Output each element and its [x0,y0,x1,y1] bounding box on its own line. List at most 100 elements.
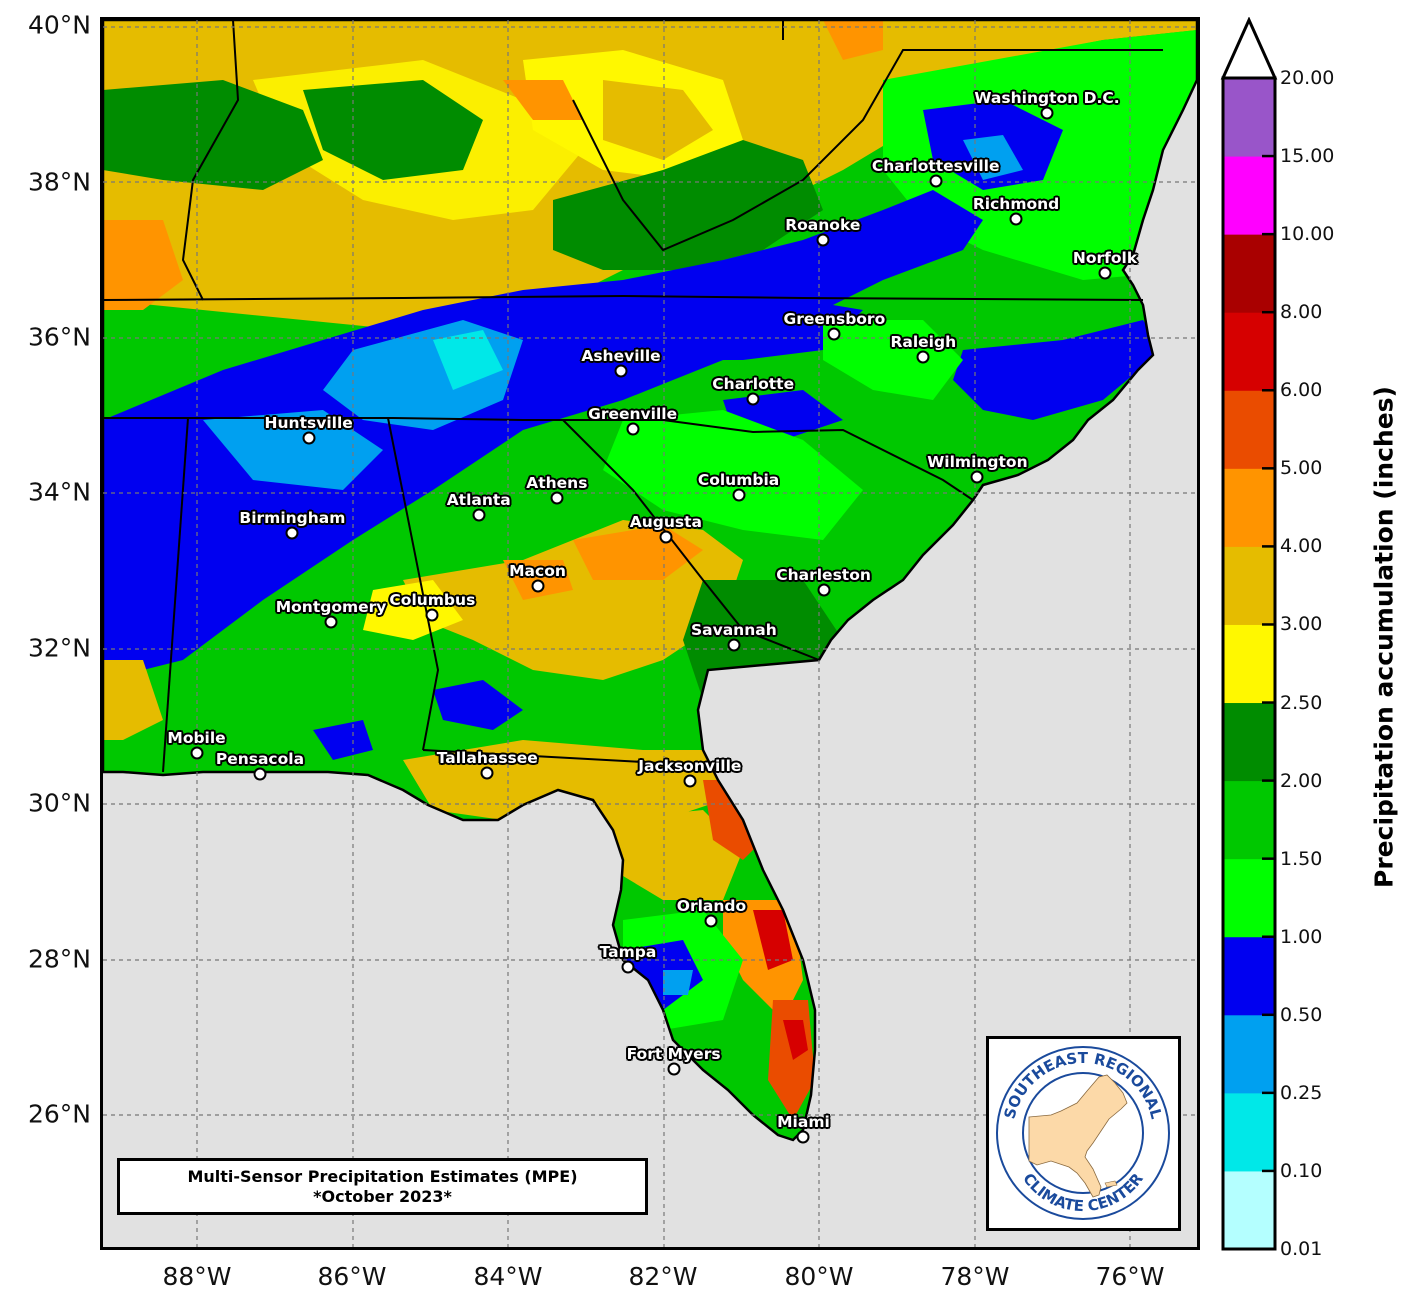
city-dot-icon [727,638,741,652]
colorbar-tick-label: 1.50 [1280,847,1323,870]
colorbar-bin [1223,780,1275,860]
map-title-box: Multi-Sensor Precipitation Estimates (MP… [117,1158,648,1215]
city-label: Orlando [676,896,747,915]
colorbar-bin [1223,156,1275,235]
lat-tick-40n: 40°N [27,10,91,40]
colorbar-bin [1223,78,1275,157]
city-dot-icon [253,767,267,781]
city-dot-icon [285,526,299,540]
city-label: Pensacola [215,750,305,769]
map-period: *October 2023* [313,1186,452,1206]
lat-tick-38n: 38°N [27,167,91,197]
colorbar-tick-label: 0.50 [1280,1003,1323,1026]
colorbar-tick-label: 10.00 [1280,223,1335,246]
colorbar [1220,17,1278,1251]
city-dot-icon [746,392,760,406]
colorbar-bin [1223,858,1275,938]
lat-tick-34n: 34°N [27,477,91,507]
colorbar-bin [1223,624,1275,704]
colorbar-tick-label: 2.50 [1280,691,1323,714]
logo-inner-ring [1022,1072,1144,1194]
city-label: Columbia [697,471,780,490]
city-label: Greenville [588,405,678,423]
city-dot-icon [916,350,930,364]
colorbar-tick-label: 5.00 [1280,457,1323,480]
gridlines [103,20,1197,1247]
city-label: Asheville [581,346,661,365]
colorbar-tick-label: 6.00 [1280,379,1323,402]
city-label: Greensboro [783,309,886,328]
colorbar-bin [1223,1092,1275,1172]
city-label: Savannah [691,620,777,639]
lon-tick-86w: 86°W [317,1262,387,1291]
city-dot-icon [1009,212,1023,226]
city-dot-icon [970,470,984,484]
city-dot-icon [817,583,831,597]
lon-tick-88w: 88°W [162,1262,232,1291]
lat-tick-26n: 26°N [27,1099,91,1129]
city-label: Washington D.C. [974,89,1120,108]
city-dot-icon [827,327,841,341]
city-label: Columbus [389,591,476,610]
city-label: Tallahassee [436,748,538,767]
colorbar-tick-label: 1.00 [1280,925,1323,948]
lon-tick-84w: 84°W [473,1262,543,1291]
city-label: Mobile [167,729,226,748]
city-label: Augusta [629,512,702,531]
city-dot-icon [667,1062,681,1076]
city-label: Jacksonville [638,757,742,776]
city-dot-icon [1040,106,1054,120]
city-dot-icon [302,431,316,445]
city-dot-icon [480,766,494,780]
colorbar-tick-label: 0.10 [1280,1159,1323,1182]
city-dot-icon [614,364,628,378]
puerto-rico-shape [1104,1180,1118,1188]
colorbar-bin [1223,936,1275,1016]
city-label: Montgomery [275,598,387,617]
city-label: Raleigh [890,332,957,351]
city-dot-icon [732,488,746,502]
state-borders [103,20,1163,773]
city-dot-icon [324,615,338,629]
city-dot-icon [659,530,673,543]
city-label: Miami [777,1113,830,1132]
city-label: Richmond [972,195,1060,214]
colorbar-tick-label: 20.00 [1280,67,1335,89]
city-dot-icon [1098,266,1112,280]
city-dot-icon [816,233,830,247]
map-panel: Washington D.C. Charlottesville Richmond Ro… [100,17,1200,1250]
city-dot-icon [626,422,640,436]
colorbar-outline [1221,76,1277,1251]
map-title: Multi-Sensor Precipitation Estimates (MP… [187,1166,578,1186]
logo-outer-ring [996,1046,1170,1220]
lon-tick-82w: 82°W [628,1262,698,1291]
colorbar-bin [1223,234,1275,313]
lat-tick-30n: 30°N [27,788,91,818]
city-label: Fort Myers [626,1044,721,1063]
colorbar-tick-label: 0.25 [1280,1081,1323,1104]
city-label: Charleston [776,566,871,585]
city-dot-icon [472,508,486,522]
colorbar-tick-label: 0.01 [1280,1238,1323,1260]
colorbar-tick-label: 2.00 [1280,769,1323,792]
colorbar-bin [1223,1170,1275,1250]
lat-tick-28n: 28°N [27,944,91,974]
colorbar-tick-label: 15.00 [1280,145,1335,168]
colorbar-ticks [1262,76,1275,1173]
colorbar-tick-label: 3.00 [1280,613,1323,636]
city-dot-icon [190,746,204,760]
city-dot-icon [425,608,439,622]
colorbar-bin [1223,702,1275,782]
lon-tick-78w: 78°W [940,1262,1010,1291]
city-dot-icon [531,579,544,593]
lon-tick-80w: 80°W [784,1262,854,1291]
colorbar-bin [1223,468,1275,547]
colorbar-tick-label: 4.00 [1280,535,1323,558]
city-label: Charlottesville [871,157,1000,176]
sercc-logo-graphic: SOUTHEAST REGIONAL CLIMATE CENTER [996,1046,1170,1220]
colorbar-extend-arrow [1220,17,1278,80]
colorbar-bins [1223,78,1275,1250]
colorbar-bin [1223,390,1275,469]
southeast-region-shape [1028,1074,1128,1198]
